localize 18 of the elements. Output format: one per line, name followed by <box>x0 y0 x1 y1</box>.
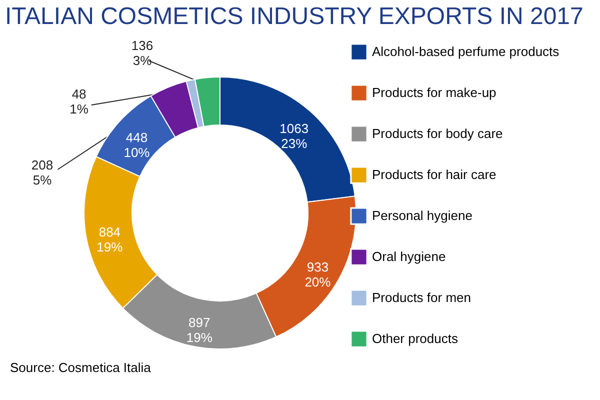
legend-label: Alcohol-based perfume products <box>372 44 560 59</box>
data-label: 1063 23% <box>280 121 309 152</box>
data-label: 208 5% <box>31 157 54 188</box>
legend-label: Products for make-up <box>372 85 496 100</box>
data-label: 897 19% <box>186 315 213 346</box>
legend-label: Personal hygiene <box>372 208 472 223</box>
data-label: 884 19% <box>96 224 124 254</box>
data-label: 448 10% <box>124 130 150 160</box>
legend-label: Products for hair care <box>372 167 496 182</box>
legend-label: Products for men <box>372 290 471 305</box>
legend-label: Oral hygiene <box>372 249 446 264</box>
source-note: Source: Cosmetica Italia <box>10 360 152 375</box>
data-label: 933 20% <box>304 260 332 290</box>
legend-label: Products for body care <box>372 126 503 141</box>
legend-label: Other products <box>372 331 458 346</box>
data-label: 136 3% <box>131 38 154 68</box>
data-label: 48 1% <box>70 86 89 117</box>
chart-title: ITALIAN COSMETICS INDUSTRY EXPORTS IN 2017 <box>5 3 584 30</box>
